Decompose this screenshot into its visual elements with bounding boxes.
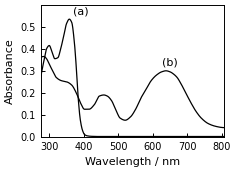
X-axis label: Wavelength / nm: Wavelength / nm	[84, 157, 180, 167]
Y-axis label: Absorbance: Absorbance	[5, 38, 15, 104]
Text: (b): (b)	[161, 57, 177, 67]
Text: (a): (a)	[73, 7, 89, 17]
